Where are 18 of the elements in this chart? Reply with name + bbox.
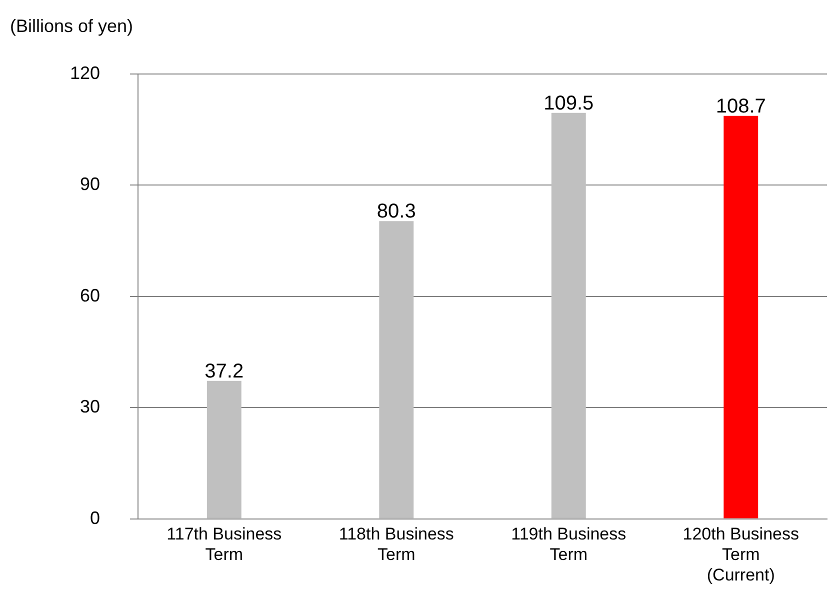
x-tick-label: 119th Business Term	[511, 524, 626, 564]
x-tick-label: 117th Business Term	[166, 524, 282, 564]
y-tick-label: 120	[70, 62, 100, 83]
data-label: 108.7	[716, 95, 766, 118]
y-tick-label: 30	[80, 396, 100, 417]
x-tick-label: 118th Business Term	[338, 524, 454, 564]
bar	[551, 112, 586, 518]
bar	[724, 116, 758, 518]
data-label: 109.5	[544, 92, 594, 114]
x-tick-label: 120th Business Term (Current)	[682, 524, 800, 584]
y-tick-label: 60	[80, 285, 100, 306]
y-axis-title: (Billions of yen)	[10, 16, 134, 37]
bar	[379, 221, 414, 518]
data-label: 37.2	[204, 360, 244, 382]
data-label: 80.3	[376, 200, 416, 223]
y-tick-label: 90	[80, 174, 100, 194]
bar	[206, 380, 242, 518]
y-tick-label: 0	[90, 508, 100, 528]
